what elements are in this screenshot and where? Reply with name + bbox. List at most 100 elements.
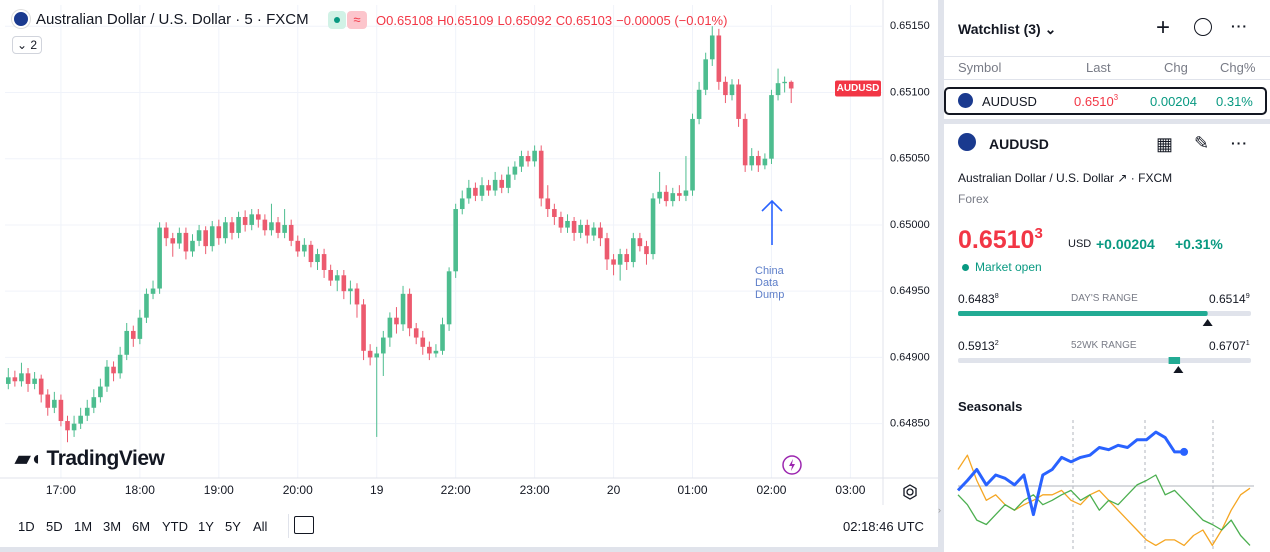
candle-body: [466, 187, 472, 199]
column-header: [944, 56, 1270, 80]
candle-body: [117, 354, 123, 374]
candle-body: [762, 158, 768, 166]
candle-body: [45, 394, 51, 408]
candle-body: [216, 226, 222, 239]
collapse-handle[interactable]: ›: [938, 505, 941, 515]
candle-body: [341, 275, 347, 292]
column-label: Last: [1086, 60, 1111, 75]
candle-body: [190, 240, 195, 252]
detail-symbol: AUDUSD: [989, 136, 1049, 152]
column-label: Chg: [1164, 60, 1188, 75]
x-tick-label: 22:00: [441, 483, 471, 497]
candle-body: [407, 293, 412, 329]
detail-change-pct: +0.31%: [1175, 236, 1223, 252]
add-symbol[interactable]: +: [1156, 14, 1171, 41]
status-chip[interactable]: [328, 11, 346, 29]
candle-body: [413, 328, 419, 338]
range-button[interactable]: 5D: [46, 519, 63, 534]
candle-body: [163, 227, 169, 239]
candle-body: [229, 222, 235, 233]
candle-body: [427, 346, 432, 354]
candle-body: [624, 254, 630, 263]
alert-chip[interactable]: ≈: [347, 11, 367, 29]
x-tick-label: 20:00: [283, 483, 313, 497]
range-button[interactable]: YTD: [162, 519, 188, 534]
more-menu[interactable]: ···: [1231, 135, 1248, 151]
candle-body: [32, 378, 37, 384]
candle-body: [584, 224, 590, 236]
candle-body: [637, 238, 643, 247]
range-button[interactable]: 3M: [103, 519, 122, 534]
replay-icon[interactable]: [782, 455, 802, 475]
candle-body: [729, 84, 735, 96]
candle-body: [98, 386, 103, 398]
candle-body: [519, 156, 524, 167]
detail-exchange: FXCM: [1138, 171, 1173, 185]
date-range-icon[interactable]: [294, 516, 314, 534]
y-tick-label: 0.64850: [890, 418, 930, 430]
last-price-tag: [835, 80, 881, 97]
watchlist-row[interactable]: [944, 87, 1267, 115]
advanced-view[interactable]: [1194, 18, 1212, 36]
candle-body: [512, 166, 518, 175]
side-panel: Watchlist (3) ⌄ + ··· Symbol Last Chg Ch…: [944, 0, 1270, 552]
edit-icon[interactable]: ✎: [1194, 133, 1210, 153]
range-button[interactable]: 1M: [74, 519, 93, 534]
candle-body: [611, 259, 616, 265]
candle-body: [295, 240, 301, 252]
candle-body: [236, 216, 241, 233]
x-tick-label: 19: [370, 483, 384, 497]
seasonal-end: [1180, 447, 1189, 456]
ohlc-change: −0.00005 (−0.01%): [616, 13, 728, 28]
ohlc-prefix: O: [376, 13, 387, 28]
range-button[interactable]: 6M: [132, 519, 151, 534]
detail-name: Australian Dollar / U.S. Dollar ↗ · FXCM: [958, 171, 1173, 185]
range-button[interactable]: All: [253, 519, 268, 534]
candle-body: [367, 350, 373, 358]
range-label: 52WK RANGE: [1071, 340, 1137, 351]
range-button[interactable]: 1Y: [198, 519, 214, 534]
candle-body: [716, 35, 722, 82]
range-button[interactable]: 1D: [18, 519, 35, 534]
more-menu[interactable]: ···: [1231, 18, 1248, 34]
candle-body: [769, 95, 774, 159]
candle-body: [525, 156, 531, 162]
candle-body: [756, 156, 761, 166]
settings-icon[interactable]: [903, 484, 917, 500]
last-price-label: AUDUSD: [837, 83, 880, 94]
watchlist-title[interactable]: Watchlist (3) ⌄: [958, 21, 1057, 37]
range-fill: [958, 311, 1208, 316]
candle-body: [571, 220, 577, 233]
candle-body: [209, 226, 215, 247]
candle-body: [499, 179, 505, 188]
indicator-toggle[interactable]: ⌄ 2: [12, 36, 42, 54]
candle-body: [25, 373, 31, 384]
candle-body: [354, 288, 360, 305]
candle-body: [242, 216, 248, 225]
candle-body: [111, 366, 116, 374]
chart-title: Australian Dollar / U.S. Dollar · 5 · FX…: [36, 11, 309, 28]
detail-name-text: Australian Dollar / U.S. Dollar: [958, 171, 1115, 185]
candle-body: [690, 118, 695, 191]
range-button[interactable]: 5Y: [225, 519, 241, 534]
detail-market: Forex: [958, 192, 989, 206]
candle-body: [532, 150, 537, 162]
candle-body: [196, 230, 202, 241]
annotation-text: China Data Dump: [755, 265, 785, 301]
ohlc-value: 0.65092: [504, 13, 552, 28]
candle-body: [203, 230, 208, 247]
candle-body: [644, 246, 649, 255]
candle-body: [565, 220, 570, 228]
seasonals-chart: [956, 420, 1254, 552]
range-high: 0.65149: [1209, 291, 1250, 306]
candle-body: [683, 190, 689, 196]
candle-body: [137, 317, 143, 339]
range-bars: [958, 311, 1251, 373]
layout-icon[interactable]: ▦: [1156, 134, 1174, 154]
candle-body: [598, 227, 603, 239]
candle-body: [387, 317, 393, 338]
candle-body: [321, 254, 327, 270]
y-tick-label: 0.65150: [890, 20, 930, 32]
candle-body: [578, 224, 583, 233]
candle-body: [631, 238, 636, 263]
